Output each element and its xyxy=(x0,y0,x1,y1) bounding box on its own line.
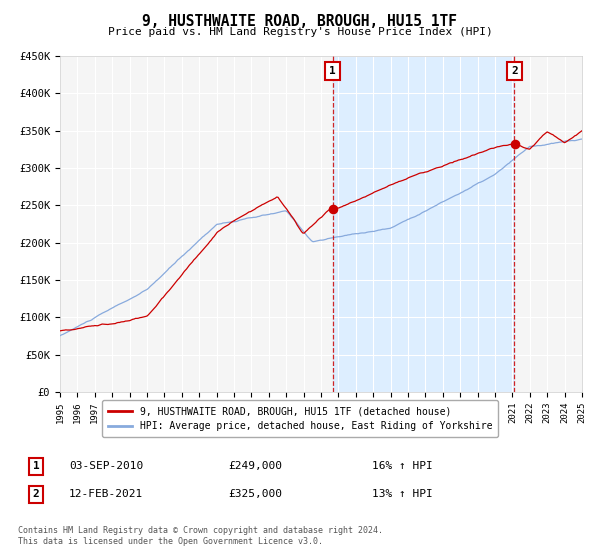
Text: Price paid vs. HM Land Registry's House Price Index (HPI): Price paid vs. HM Land Registry's House … xyxy=(107,27,493,37)
Bar xyxy=(332,56,514,392)
Text: 1: 1 xyxy=(329,66,336,76)
Text: 2: 2 xyxy=(32,489,40,500)
Text: 16% ↑ HPI: 16% ↑ HPI xyxy=(372,461,433,472)
Text: £325,000: £325,000 xyxy=(228,489,282,500)
Text: £249,000: £249,000 xyxy=(228,461,282,472)
Text: 1: 1 xyxy=(32,461,40,472)
Text: 12-FEB-2021: 12-FEB-2021 xyxy=(69,489,143,500)
Text: 13% ↑ HPI: 13% ↑ HPI xyxy=(372,489,433,500)
Text: Contains HM Land Registry data © Crown copyright and database right 2024.: Contains HM Land Registry data © Crown c… xyxy=(18,526,383,535)
Text: 9, HUSTHWAITE ROAD, BROUGH, HU15 1TF: 9, HUSTHWAITE ROAD, BROUGH, HU15 1TF xyxy=(143,14,458,29)
Text: 2: 2 xyxy=(511,66,518,76)
Point xyxy=(329,204,338,213)
Text: 03-SEP-2010: 03-SEP-2010 xyxy=(69,461,143,472)
Legend: 9, HUSTHWAITE ROAD, BROUGH, HU15 1TF (detached house), HPI: Average price, detac: 9, HUSTHWAITE ROAD, BROUGH, HU15 1TF (de… xyxy=(102,400,498,437)
Text: This data is licensed under the Open Government Licence v3.0.: This data is licensed under the Open Gov… xyxy=(18,538,323,547)
Point xyxy=(511,139,520,148)
